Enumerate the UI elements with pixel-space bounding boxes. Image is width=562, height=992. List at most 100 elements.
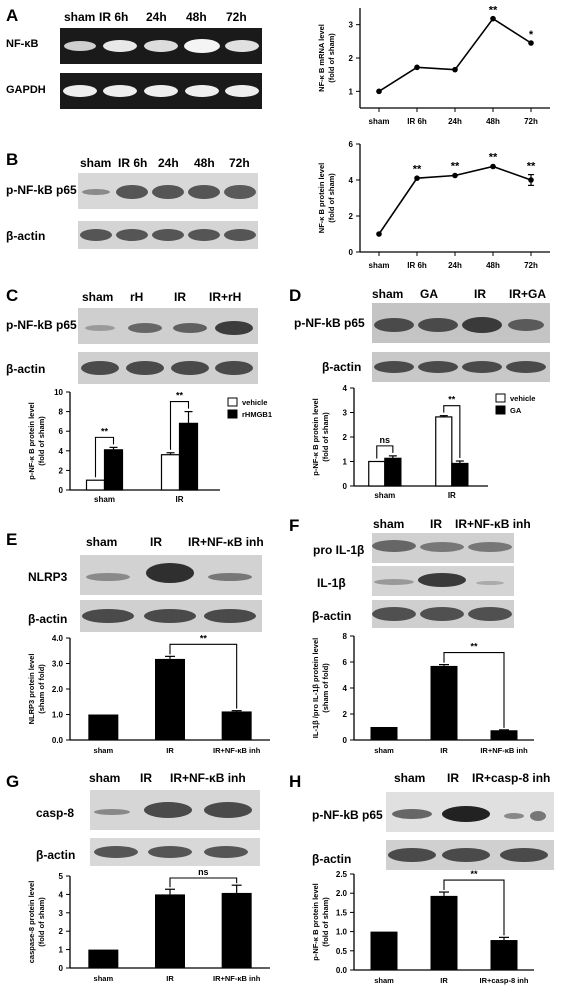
y-tick-label: 5 xyxy=(59,872,64,881)
row-label: β-actin xyxy=(322,360,362,374)
bar xyxy=(160,454,181,491)
western-blot-strip xyxy=(78,308,258,344)
bar xyxy=(490,940,518,970)
y-tick-label: 0.0 xyxy=(52,736,64,745)
y-tick-label: 0 xyxy=(349,248,354,257)
chart-a: 1 2 3 NF-κ B mRNA level (fold of sham) sham IR… xyxy=(317,5,550,126)
lane-label: sham xyxy=(372,287,404,301)
panel-letter: G xyxy=(6,772,20,791)
significance-mark: ** xyxy=(101,426,109,436)
y-tick-label: 0 xyxy=(343,736,348,745)
y-axis-label: (sham of fold) xyxy=(321,663,330,713)
bar xyxy=(490,730,518,740)
x-tick-label: IR xyxy=(176,495,184,504)
row-label: NF-κB xyxy=(6,38,39,50)
lane-label: IR+rH xyxy=(209,290,242,304)
significance-mark: ** xyxy=(470,642,478,652)
data-point xyxy=(376,231,382,237)
chart-e: 0.0 1.0 2.0 3.0 4.0 NLRP3 protein level (sham … xyxy=(27,633,270,755)
western-blot-strip xyxy=(78,173,258,209)
x-tick-label: IR xyxy=(448,491,456,500)
gel-band-strip xyxy=(60,73,262,109)
significance-bracket xyxy=(376,445,394,459)
significance-bracket xyxy=(443,879,505,936)
bar xyxy=(178,422,199,491)
y-tick-label: 2 xyxy=(349,212,354,221)
lane-label: IR xyxy=(447,771,459,785)
panel-letter: D xyxy=(289,286,302,305)
y-tick-label: 3 xyxy=(343,409,348,418)
significance-mark: ** xyxy=(489,5,498,17)
panel-letter: H xyxy=(289,772,302,791)
bar xyxy=(370,931,398,970)
y-tick-label: 6 xyxy=(343,658,348,667)
x-tick-label: 72h xyxy=(524,117,538,126)
x-tick-label: 24h xyxy=(448,261,462,270)
x-tick-label: 48h xyxy=(486,261,500,270)
legend-swatch xyxy=(495,393,506,403)
legend-swatch xyxy=(227,397,238,407)
x-tick-label: sham xyxy=(94,746,114,755)
lane-label: sham xyxy=(89,771,121,785)
lane-label: sham xyxy=(394,771,426,785)
legend-swatch xyxy=(495,405,506,415)
bar xyxy=(368,460,386,487)
significance-mark: ** xyxy=(470,869,478,879)
chart-b: 0 2 4 6 NF-κ B protein level (fold of sham) sh… xyxy=(317,140,550,270)
row-label: p-NF-kB p65 xyxy=(6,183,77,197)
y-axis-label: NLRP3 protein level xyxy=(27,654,36,725)
significance-mark: ** xyxy=(527,161,536,173)
bar xyxy=(85,479,106,491)
row-label: IL-1β xyxy=(317,576,346,590)
x-tick-label: IR+NF-κB inh xyxy=(213,746,261,755)
data-point xyxy=(528,40,534,46)
significance-bracket xyxy=(169,643,238,709)
y-tick-label: 0 xyxy=(59,964,64,973)
data-point xyxy=(490,163,496,170)
significance-bracket xyxy=(169,401,190,450)
y-axis-label: (fold of sham) xyxy=(327,173,336,223)
lane-label: IR+casp-8 inh xyxy=(472,771,551,785)
bar xyxy=(435,416,453,487)
lane-label: sham xyxy=(64,10,96,24)
lane-label: sham xyxy=(373,517,405,531)
lane-label: IR 6h xyxy=(118,156,148,170)
significance-bracket xyxy=(169,877,238,888)
y-tick-label: 2 xyxy=(343,433,348,442)
y-tick-label: 4 xyxy=(59,447,64,456)
significance-mark: ** xyxy=(448,395,456,405)
x-tick-label: 24h xyxy=(448,117,462,126)
panel-letter: F xyxy=(289,516,300,535)
significance-mark: ** xyxy=(176,391,184,401)
y-tick-label: 0 xyxy=(59,486,64,495)
lane-label: IR+NF-κB inh xyxy=(170,771,246,785)
y-tick-label: 4 xyxy=(59,890,64,899)
row-label: β-actin xyxy=(312,609,352,623)
x-tick-label: IR+NF-κB inh xyxy=(480,746,528,755)
lane-label: IR 6h xyxy=(99,10,129,24)
x-tick-label: sham xyxy=(94,974,114,983)
x-tick-label: sham xyxy=(94,495,115,504)
chart-h: 0.0 0.5 1.0 1.5 2.0 2.5 p-NF-κ B protein level… xyxy=(311,869,534,985)
significance-mark: * xyxy=(529,29,534,41)
lane-label: IR+GA xyxy=(509,287,547,301)
legend-label: rHMGB1 xyxy=(242,410,272,419)
x-tick-label: 48h xyxy=(486,117,500,126)
data-point xyxy=(452,66,458,73)
y-tick-label: 0.5 xyxy=(336,947,348,956)
y-tick-label: 4 xyxy=(349,176,354,185)
x-tick-label: sham xyxy=(374,976,394,985)
significance-mark: ** xyxy=(413,163,422,175)
x-tick-label: IR 6h xyxy=(407,261,427,270)
chart-c: 0 2 4 6 8 10 p-NF-κ B protein level (fold of sh… xyxy=(27,388,272,504)
y-tick-label: 3.0 xyxy=(52,660,64,669)
y-tick-label: 1.0 xyxy=(52,711,64,720)
lane-label: IR xyxy=(430,517,442,531)
gel-band-strip xyxy=(60,28,262,64)
data-point xyxy=(414,64,420,71)
y-tick-label: 3 xyxy=(59,909,64,918)
bar xyxy=(155,658,185,740)
row-label: pro IL-1β xyxy=(313,543,365,557)
lane-label: GA xyxy=(420,287,438,301)
lane-label: 24h xyxy=(146,10,167,24)
